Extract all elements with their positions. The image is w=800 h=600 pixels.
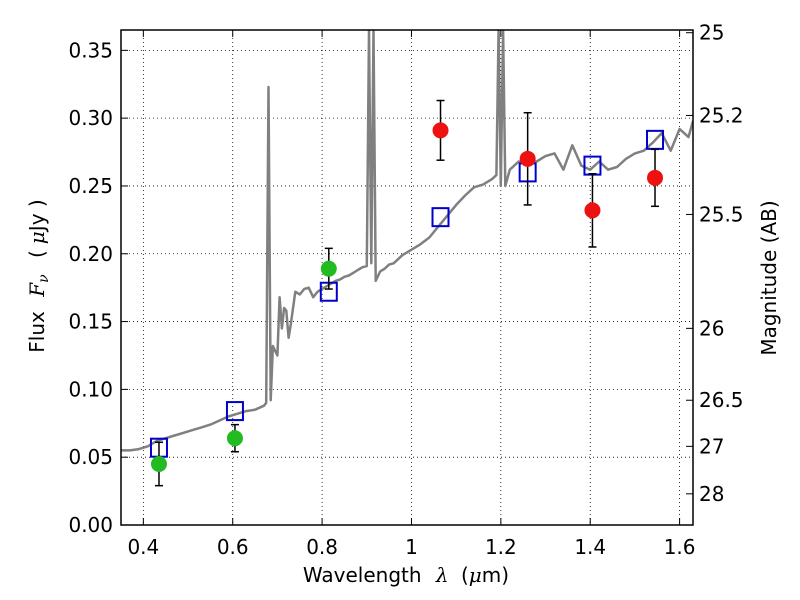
x-tick-label: 1 (405, 535, 418, 559)
x-axis-symbol: λ (435, 563, 449, 587)
x-tick-label: 0.6 (217, 535, 249, 559)
x-axis-unit-rest: m) (482, 563, 509, 587)
nir-data-point (584, 202, 601, 219)
x-axis-label: Wavelength λ (μm) (303, 563, 509, 587)
optical-data-point (320, 260, 337, 277)
plot-frame (120, 29, 694, 526)
y-tick-label: 0.15 (68, 310, 113, 334)
right-tick-label: 26.5 (699, 388, 744, 412)
model-photometry-marker (225, 401, 244, 422)
nir-data-point (432, 122, 449, 139)
y-tick-label: 0.25 (68, 174, 113, 198)
nir-data-point (519, 150, 536, 167)
nir-data-point (647, 169, 664, 186)
y-axis-symbol-sub: ν (36, 274, 52, 283)
y-axis-unit-open: ( (25, 250, 49, 258)
y-axis-symbol: F (25, 282, 49, 298)
x-tick-label: 0.8 (306, 535, 338, 559)
right-tick-label: 25.5 (699, 202, 744, 226)
series-layer (121, 30, 693, 487)
right-tick-label: 25.2 (699, 103, 744, 127)
optical-data-point (150, 455, 167, 472)
y-tick-label: 0.05 (68, 445, 113, 469)
y-axis-label: Flux Fν ( μJy ) (25, 199, 53, 352)
y-tick-label: 0.00 (68, 513, 113, 537)
right-tick-label: 25 (699, 21, 724, 45)
y-tick-label: 0.30 (68, 106, 113, 130)
x-tick-label: 1.6 (664, 535, 696, 559)
y-axis-unit-mu: μ (25, 231, 49, 244)
grid-lines (121, 30, 693, 526)
model-photometry-marker (431, 207, 450, 228)
y-tick-label: 0.20 (68, 242, 113, 266)
right-tick-label: 28 (699, 482, 724, 506)
axis-ticks: 0.4 0.6 0.8 1 1.2 1.4 1.6 0.00 0.05 0.10 0.15 0.20 0… (68, 21, 743, 559)
y-axis-title: Flux (25, 311, 49, 353)
x-tick-label: 0.4 (127, 535, 159, 559)
x-tick-label: 1.4 (574, 535, 606, 559)
right-tick-label: 27 (699, 434, 724, 458)
model-photometry-marker (583, 155, 602, 176)
plot-area (121, 30, 693, 487)
right-axis-label: Magnitude (AB) (757, 200, 781, 355)
y-axis-unit-rest: Jy ) (25, 199, 49, 233)
x-axis-unit-open: ( (461, 563, 469, 587)
y-tick-label: 0.10 (68, 377, 113, 401)
x-tick-label: 1.2 (485, 535, 517, 559)
right-tick-label: 26 (699, 316, 724, 340)
optical-data-point (226, 430, 243, 447)
y-tick-label: 0.35 (68, 38, 113, 62)
x-axis-title: Wavelength (303, 563, 422, 587)
model-spectrum-line (121, 30, 693, 452)
x-axis-unit-mu: μ (469, 563, 482, 587)
